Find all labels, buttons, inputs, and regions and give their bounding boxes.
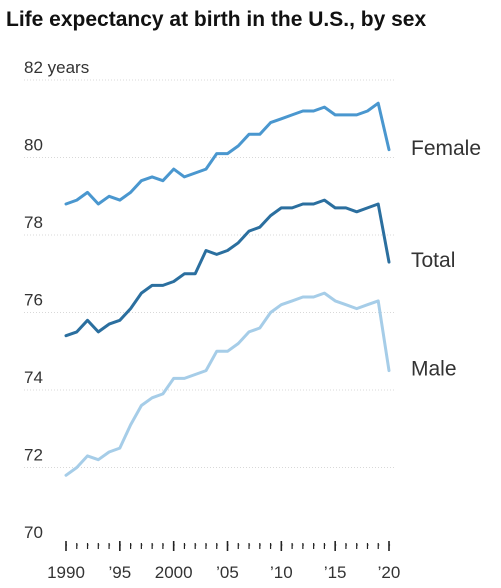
gridlines: [24, 79, 395, 468]
y-tick-label: 80: [24, 136, 43, 155]
y-tick-label: 74: [24, 368, 43, 387]
series-line-male: [64, 291, 391, 477]
series-label-female: Female: [411, 137, 481, 160]
series-line-female: [64, 101, 391, 206]
x-tick-label: ’15: [324, 563, 347, 582]
x-tick-label: 2000: [155, 563, 193, 582]
y-tick-label: 76: [24, 291, 43, 310]
x-tick-label: ’20: [378, 563, 401, 582]
chart-title: Life expectancy at birth in the U.S., by…: [6, 8, 426, 31]
y-tick-label: 70: [24, 523, 43, 542]
series-label-total: Total: [411, 249, 455, 272]
series-line-total: [64, 198, 391, 338]
y-tick-label: 78: [24, 213, 43, 232]
series-label-male: Male: [411, 358, 457, 381]
x-tick-label: ’10: [270, 563, 293, 582]
series-labels: Female Total Male: [411, 137, 481, 381]
y-tick-label: 72: [24, 446, 43, 465]
y-tick-label: 82 years: [24, 58, 89, 77]
x-axis: 1990 ’95 2000 ’05 ’10 ’15 ’20: [47, 541, 400, 582]
x-tick-label: 1990: [47, 563, 85, 582]
x-tick-label: ’95: [108, 563, 131, 582]
series-lines: [64, 101, 391, 477]
y-axis-ticks: 70 72 74 76 78 80 82 years: [24, 58, 89, 542]
x-tick-label: ’05: [216, 563, 239, 582]
